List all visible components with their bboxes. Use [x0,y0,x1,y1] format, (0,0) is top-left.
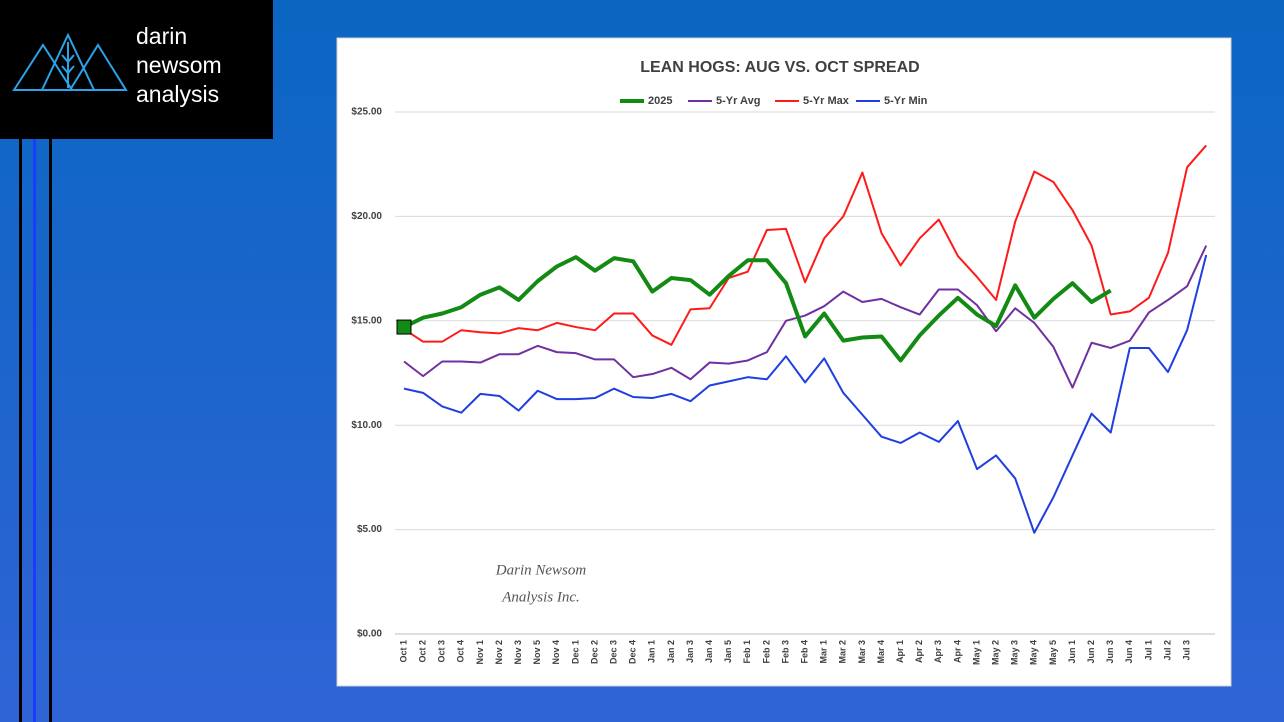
x-tick-label: Jan 3 [685,640,695,663]
y-tick-label: $5.00 [357,524,382,535]
logo-text: analysis [136,81,219,107]
series-line [403,144,1207,346]
x-tick-label: Jul 2 [1162,640,1172,661]
x-tick-label: Feb 4 [799,640,809,664]
x-tick-label: Mar 3 [857,640,867,664]
series-line [403,255,1112,363]
x-tick-label: Nov 1 [475,640,485,665]
x-tick-label: Oct 2 [417,640,427,663]
x-tick-label: Apr 3 [933,640,943,663]
start-marker [396,319,412,335]
x-tick-label: Feb 2 [761,640,771,664]
x-tick-label: Jan 1 [647,640,657,663]
x-tick-label: May 5 [1048,640,1058,665]
x-tick-label: Jan 2 [666,640,676,663]
x-tick-label: Dec 4 [628,640,638,664]
x-tick-label: Feb 1 [742,640,752,664]
x-tick-label: Nov 2 [494,640,504,665]
legend-label: 5-Yr Max [803,95,850,107]
x-tick-label: Jun 2 [1086,640,1096,664]
x-tick-label: Mar 1 [819,640,829,664]
y-tick-label: $20.00 [351,211,382,222]
x-tick-label: Mar 4 [876,640,886,664]
logo-text: darin [136,23,187,49]
x-tick-label: Jan 4 [704,640,714,663]
x-tick-label: Nov 4 [551,640,561,665]
y-tick-label: $10.00 [351,420,382,431]
decor-line [49,130,52,722]
y-tick-label: $15.00 [351,315,382,326]
logo-box [0,0,273,139]
x-tick-label: Oct 3 [437,640,447,663]
x-tick-label: Dec 3 [608,640,618,664]
series-line [403,254,1208,534]
series-line [403,245,1208,389]
x-tick-label: Nov 3 [513,640,523,665]
x-tick-label: Mar 2 [838,640,848,664]
x-tick-label: Apr 1 [895,640,905,663]
x-tick-label: Jan 5 [723,640,733,663]
x-tick-label: May 1 [971,640,981,665]
x-tick-label: Nov 5 [532,640,542,665]
x-tick-label: Jul 3 [1181,640,1191,661]
x-tick-label: Jul 1 [1143,640,1153,661]
x-tick-label: Apr 2 [914,640,924,663]
x-tick-label: Dec 2 [589,640,599,664]
chart-title: LEAN HOGS: AUG VS. OCT SPREAD [640,59,919,76]
chart-area [336,37,1232,687]
x-tick-label: Dec 1 [570,640,580,664]
x-tick-label: Jun 1 [1067,640,1077,664]
x-tick-label: Oct 4 [456,640,466,663]
watermark: Analysis Inc. [501,589,579,605]
decor-line [19,130,22,722]
x-tick-label: Feb 3 [780,640,790,664]
logo-text: newsom [136,52,222,78]
x-tick-label: May 3 [1010,640,1020,665]
x-tick-label: May 4 [1029,640,1039,665]
y-tick-label: $0.00 [357,629,382,640]
x-tick-label: Jun 4 [1124,640,1134,664]
legend-label: 2025 [648,95,672,107]
x-tick-label: Oct 1 [398,640,408,663]
decor-line [33,130,36,722]
legend-label: 5-Yr Avg [716,95,760,107]
x-tick-label: Apr 4 [952,640,962,663]
y-tick-label: $25.00 [351,107,382,118]
watermark: Darin Newsom [495,562,587,578]
legend-label: 5-Yr Min [884,95,928,107]
x-tick-label: Jun 3 [1105,640,1115,664]
x-tick-label: May 2 [990,640,1000,665]
logo-mark [12,32,128,91]
